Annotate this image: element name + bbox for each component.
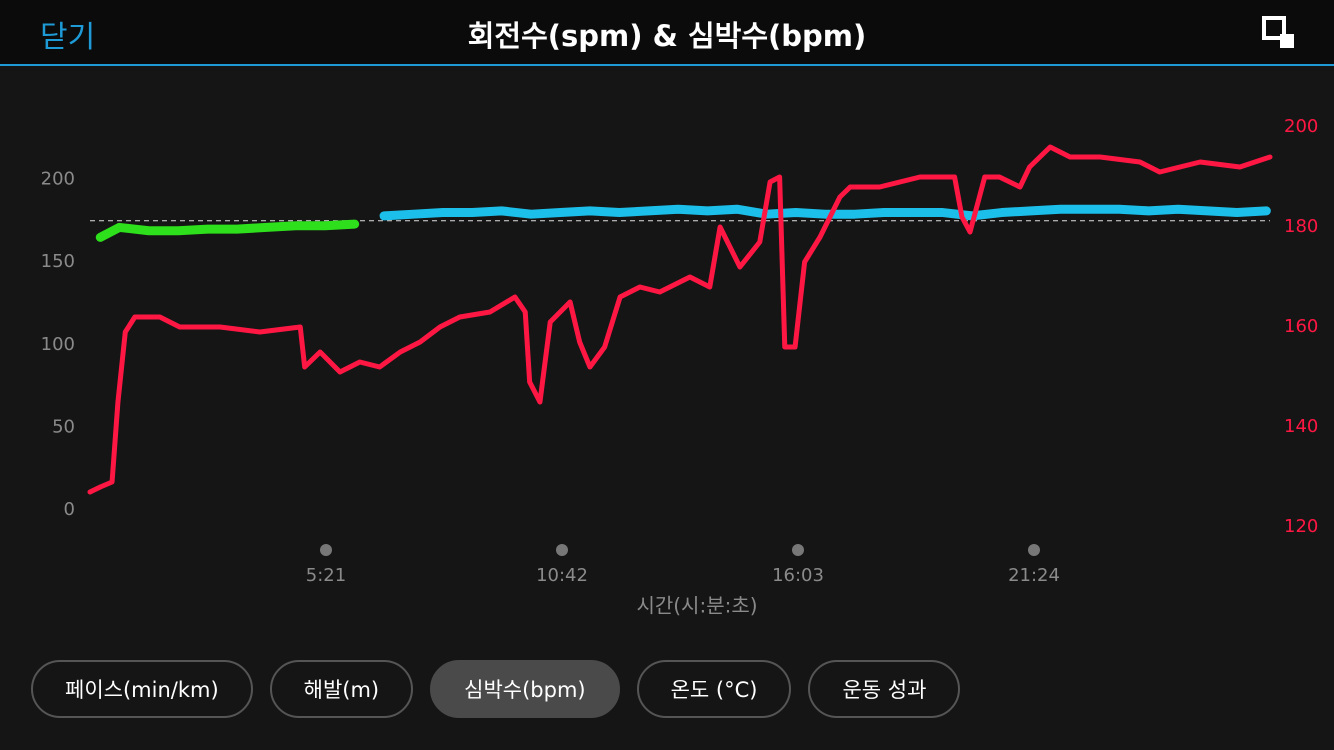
tab-bar: 페이스(min/km) 해발(m) 심박수(bpm) 온도 (°C) 운동 성과 — [31, 660, 961, 718]
tab-button[interactable]: 해발(m) — [269, 660, 414, 718]
y-tick-label: 150 — [41, 251, 75, 272]
tab-button[interactable]: 심박수(bpm) — [430, 660, 620, 718]
y2-tick-label: 120 — [1284, 516, 1318, 537]
x-tick-label: 21:24 — [1008, 565, 1060, 586]
cadence-line — [379, 204, 1271, 221]
close-button[interactable]: 닫기 — [40, 20, 96, 55]
fullscreen-icon[interactable] — [1262, 16, 1294, 48]
cadence-line — [95, 219, 360, 242]
chart: 0 50 100 150 200 120 140 160 180 200 5:21 10:42 16:0… — [41, 116, 1319, 618]
y-tick-label: 200 — [41, 168, 75, 189]
y-tick-label: 0 — [64, 499, 75, 520]
x-tick-label: 16:03 — [772, 565, 824, 586]
y2-tick-label: 180 — [1284, 216, 1318, 237]
y-tick-label: 50 — [52, 417, 75, 438]
header: 닫기 회전수(spm) & 심박수(bpm) — [0, 0, 1334, 66]
x-tick-dot — [792, 544, 804, 556]
x-tick-dot — [1028, 544, 1040, 556]
x-axis-title: 시간(시:분:초) — [636, 594, 757, 618]
x-tick-dot — [320, 544, 332, 556]
title: 회전수(spm) & 심박수(bpm) — [467, 19, 867, 53]
x-tick-label: 10:42 — [536, 565, 588, 586]
y2-tick-label: 140 — [1284, 416, 1318, 437]
tab-button[interactable]: 페이스(min/km) — [31, 660, 253, 718]
y2-tick-label: 200 — [1284, 116, 1318, 137]
tab-button[interactable]: 온도 (°C) — [636, 660, 792, 718]
heart-rate-line — [87, 144, 1273, 495]
x-tick-label: 5:21 — [306, 565, 346, 586]
x-tick-dot — [556, 544, 568, 556]
y-tick-label: 100 — [41, 334, 75, 355]
tab-button[interactable]: 운동 성과 — [808, 660, 961, 718]
y2-tick-label: 160 — [1284, 316, 1318, 337]
